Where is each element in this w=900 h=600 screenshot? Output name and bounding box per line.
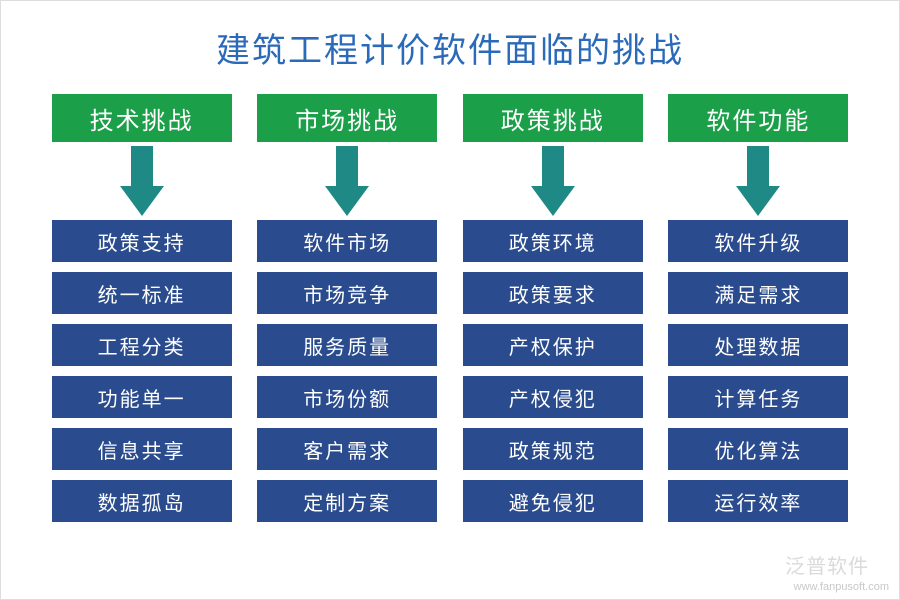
watermark-url: www.fanpusoft.com	[794, 581, 889, 593]
arrow-svg	[531, 146, 575, 216]
list-item: 信息共享	[52, 428, 232, 470]
arrow-svg	[736, 146, 780, 216]
arrow-svg	[120, 146, 164, 216]
list-item: 政策要求	[463, 272, 643, 314]
list-item: 产权保护	[463, 324, 643, 366]
list-item: 政策支持	[52, 220, 232, 262]
list-item: 服务质量	[257, 324, 437, 366]
list-item: 计算任务	[668, 376, 848, 418]
list-item: 优化算法	[668, 428, 848, 470]
list-item: 软件市场	[257, 220, 437, 262]
column-header: 软件功能	[668, 94, 848, 142]
list-item: 政策规范	[463, 428, 643, 470]
arrow-down-icon	[663, 142, 853, 220]
column-policy: 政策挑战 政策环境 政策要求 产权保护 产权侵犯 政策规范 避免侵犯	[458, 94, 648, 532]
list-item: 运行效率	[668, 480, 848, 522]
list-item: 避免侵犯	[463, 480, 643, 522]
column-tech: 技术挑战 政策支持 统一标准 工程分类 功能单一 信息共享 数据孤岛	[47, 94, 237, 532]
column-header: 技术挑战	[52, 94, 232, 142]
arrow-down-icon	[47, 142, 237, 220]
list-item: 政策环境	[463, 220, 643, 262]
column-header: 市场挑战	[257, 94, 437, 142]
column-feature: 软件功能 软件升级 满足需求 处理数据 计算任务 优化算法 运行效率	[663, 94, 853, 532]
list-item: 满足需求	[668, 272, 848, 314]
list-item: 数据孤岛	[52, 480, 232, 522]
list-item: 定制方案	[257, 480, 437, 522]
list-item: 统一标准	[52, 272, 232, 314]
list-item: 市场份额	[257, 376, 437, 418]
arrow-down-icon	[458, 142, 648, 220]
list-item: 软件升级	[668, 220, 848, 262]
page-title: 建筑工程计价软件面临的挑战	[1, 1, 899, 94]
list-item: 产权侵犯	[463, 376, 643, 418]
arrow-down-icon	[252, 142, 442, 220]
arrow-svg	[325, 146, 369, 216]
list-item: 市场竞争	[257, 272, 437, 314]
column-header: 政策挑战	[463, 94, 643, 142]
list-item: 客户需求	[257, 428, 437, 470]
list-item: 功能单一	[52, 376, 232, 418]
list-item: 工程分类	[52, 324, 232, 366]
list-item: 处理数据	[668, 324, 848, 366]
watermark-logo: 泛普软件	[785, 550, 869, 579]
column-market: 市场挑战 软件市场 市场竞争 服务质量 市场份额 客户需求 定制方案	[252, 94, 442, 532]
columns-container: 技术挑战 政策支持 统一标准 工程分类 功能单一 信息共享 数据孤岛 市场挑战 …	[1, 94, 899, 532]
